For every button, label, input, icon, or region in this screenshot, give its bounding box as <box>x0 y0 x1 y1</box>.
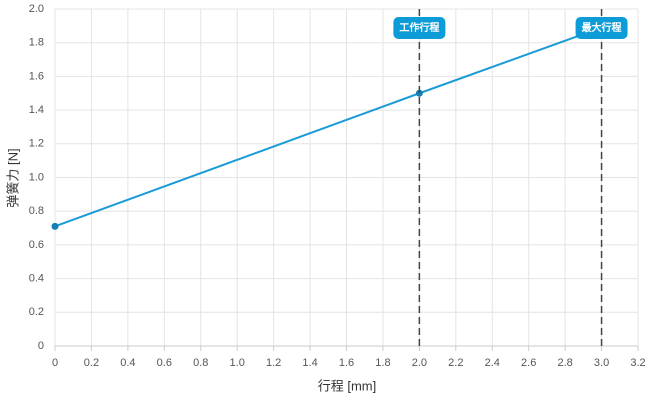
y-tick-label: 0.8 <box>29 205 44 217</box>
x-tick-label: 3.2 <box>630 357 645 369</box>
annotation-box <box>575 17 628 39</box>
y-tick-label: 1.2 <box>29 138 44 150</box>
x-tick-label: 0.6 <box>157 357 172 369</box>
x-tick-label: 3.0 <box>594 357 609 369</box>
annotation-box <box>393 17 446 39</box>
y-tick-label: 1.4 <box>29 104 44 116</box>
x-tick-label: 1.8 <box>375 357 390 369</box>
x-tick-label: 0.2 <box>84 357 99 369</box>
x-tick-label: 2.4 <box>485 357 500 369</box>
y-tick-label: 0.4 <box>29 273 44 285</box>
y-tick-label: 0.2 <box>29 306 44 318</box>
x-tick-label: 2.6 <box>521 357 536 369</box>
x-tick-label: 1.0 <box>230 357 245 369</box>
line <box>54 26 602 228</box>
x-tick-label: 1.2 <box>266 357 281 369</box>
x-tick-label: 2.0 <box>412 357 427 369</box>
x-tick-label: 0.4 <box>120 357 135 369</box>
point <box>415 89 423 97</box>
x-tick-label: 1.4 <box>302 357 317 369</box>
point <box>51 222 59 230</box>
y-tick-label: 2.0 <box>29 3 44 15</box>
x-tick-label: 0 <box>52 357 58 369</box>
x-axis-title: 行程 [mm] <box>318 378 377 393</box>
x-tick-label: 1.6 <box>339 357 354 369</box>
x-tick-label: 0.8 <box>193 357 208 369</box>
y-tick-label: 1.6 <box>29 70 44 82</box>
annotation-label: 工作行程 <box>399 21 439 34</box>
y-tick-label: 1.8 <box>29 37 44 49</box>
x-tick-label: 2.8 <box>557 357 572 369</box>
y-tick-label: 1.0 <box>29 171 44 183</box>
x-tick-label: 2.2 <box>448 357 463 369</box>
y-tick-label: 0.6 <box>29 239 44 251</box>
y-axis-title: 弹簧力 [N] <box>5 148 20 207</box>
annotation-label: 最大行程 <box>582 21 622 34</box>
y-tick-label: 0 <box>38 340 44 352</box>
